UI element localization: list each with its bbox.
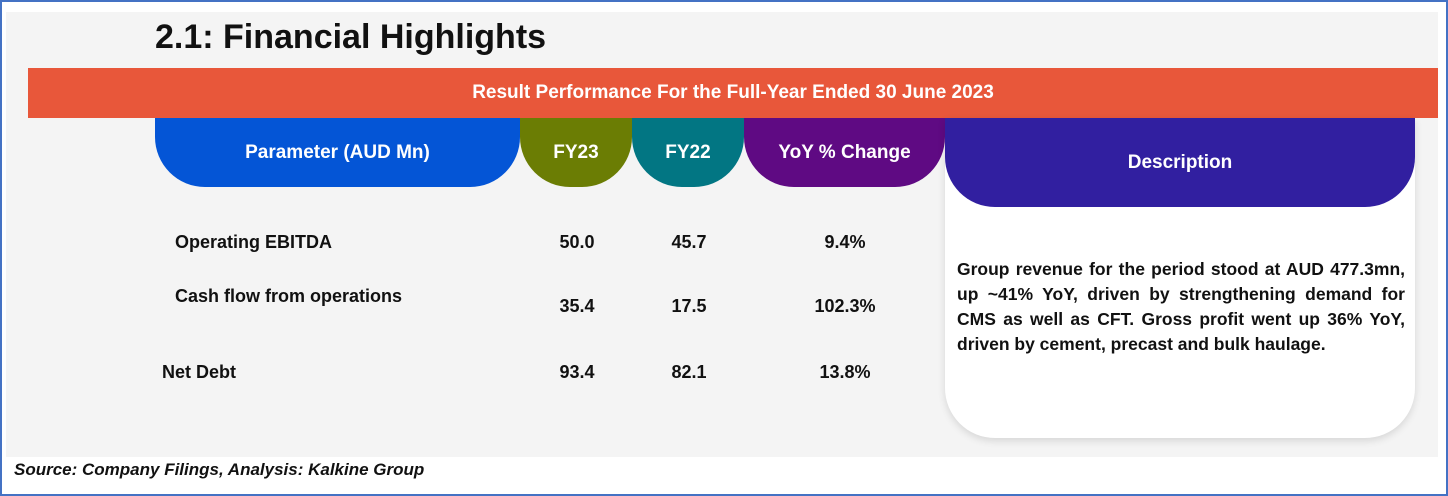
header-parameter: Parameter (AUD Mn) [155,118,520,187]
row-fy22: 82.1 [671,362,707,382]
row-parameter: Operating EBITDA [175,232,333,252]
row-fy23: 35.4 [559,296,595,316]
description-text: Group revenue for the period stood at AU… [957,259,1405,354]
header-fy23: FY23 [520,118,632,187]
row-yoy: 102.3% [814,296,876,316]
result-banner: Result Performance For the Full-Year End… [28,68,1438,118]
row-fy23: 50.0 [559,232,595,252]
description-card: Description Group revenue for the period… [945,118,1415,438]
row-fy22: 45.7 [671,232,707,252]
row-yoy: 9.4% [824,232,866,252]
header-fy22: FY22 [632,118,744,187]
row-fy22: 17.5 [671,296,707,316]
source-note: Source: Company Filings, Analysis: Kalki… [14,460,425,479]
row-yoy: 13.8% [819,362,871,382]
page-title: 2.1: Financial Highlights [155,18,547,56]
row-parameter: Net Debt [162,362,237,382]
row-fy23: 93.4 [559,362,595,382]
row-parameter: Cash flow from operations [175,286,403,306]
header-description: Description [945,118,1415,207]
header-yoy: YoY % Change [744,118,945,187]
